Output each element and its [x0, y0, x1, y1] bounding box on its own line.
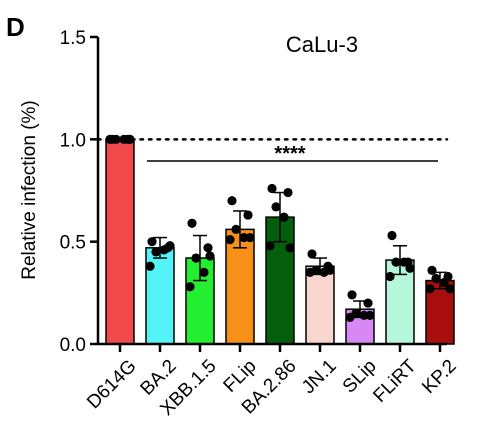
data-point-FLip: [243, 210, 253, 220]
data-point-BA.2.86: [283, 187, 293, 198]
significance-label: ****: [274, 143, 305, 165]
chart-title: CaLu-3: [286, 32, 358, 57]
data-point-JN.1: [307, 249, 317, 259]
data-point-BA.2.86: [265, 241, 275, 251]
data-point-BA.2.86: [271, 202, 281, 212]
x-tick-label-KP.2: KP.2: [418, 356, 460, 398]
data-point-SLip: [363, 298, 373, 308]
data-point-D614G: [105, 134, 115, 144]
data-point-KP.2: [439, 278, 449, 288]
data-point-BA.2: [151, 247, 161, 257]
data-points: [105, 134, 455, 322]
data-point-FLiRT: [385, 271, 395, 282]
data-point-KP.2: [427, 265, 437, 275]
data-point-FLip: [225, 235, 235, 245]
data-point-SLip: [345, 312, 355, 322]
bar-BA.2.86: [265, 216, 295, 345]
data-point-BA.2.86: [267, 183, 277, 194]
y-tick-label: 1.0: [60, 130, 86, 151]
data-point-BA.2.86: [279, 212, 289, 222]
y-tick-label: 0.5: [60, 233, 86, 254]
data-point-D614G: [125, 134, 135, 144]
data-point-KP.2: [425, 284, 435, 294]
data-point-XBB.1.5: [191, 253, 201, 263]
y-tick-label: 0.0: [60, 335, 86, 356]
data-point-KP.2: [445, 284, 455, 294]
significance-annotation: ****: [147, 143, 438, 165]
bar-D614G: [105, 138, 135, 345]
y-axis-label: Relative infection (%): [19, 100, 40, 280]
data-point-BA.2.86: [285, 243, 295, 253]
data-point-FLip: [227, 196, 237, 206]
data-point-FLiRT: [387, 230, 397, 241]
data-point-JN.1: [325, 265, 335, 275]
data-point-FLiRT: [405, 263, 415, 273]
data-point-KP.2: [431, 273, 441, 284]
x-tick-label-D614G: D614G: [83, 356, 140, 413]
data-point-FLip: [245, 232, 255, 243]
y-axis: 0.0 0.5 1.0 1.5: [60, 28, 100, 356]
panel-label: D: [6, 12, 25, 42]
data-point-FLiRT: [391, 257, 401, 267]
data-point-XBB.1.5: [205, 251, 215, 261]
bar-JN.1: [305, 265, 335, 345]
data-point-BA.2: [145, 261, 155, 271]
data-point-FLiRT: [399, 257, 409, 267]
data-point-FLip: [231, 224, 241, 234]
data-point-SLip: [365, 310, 375, 320]
x-tick-label-FLiRT: FLiRT: [369, 355, 420, 406]
data-point-XBB.1.5: [185, 282, 195, 292]
x-tick-label-JN.1: JN.1: [298, 356, 340, 398]
data-point-XBB.1.5: [203, 243, 213, 253]
bars: [105, 138, 455, 345]
data-point-XBB.1.5: [199, 267, 209, 277]
data-point-XBB.1.5: [187, 218, 197, 228]
data-point-BA.2: [165, 241, 175, 251]
y-tick-label: 1.5: [60, 28, 86, 49]
data-point-JN.1: [305, 267, 315, 277]
data-point-SLip: [347, 290, 357, 300]
data-point-BA.2: [147, 237, 157, 247]
